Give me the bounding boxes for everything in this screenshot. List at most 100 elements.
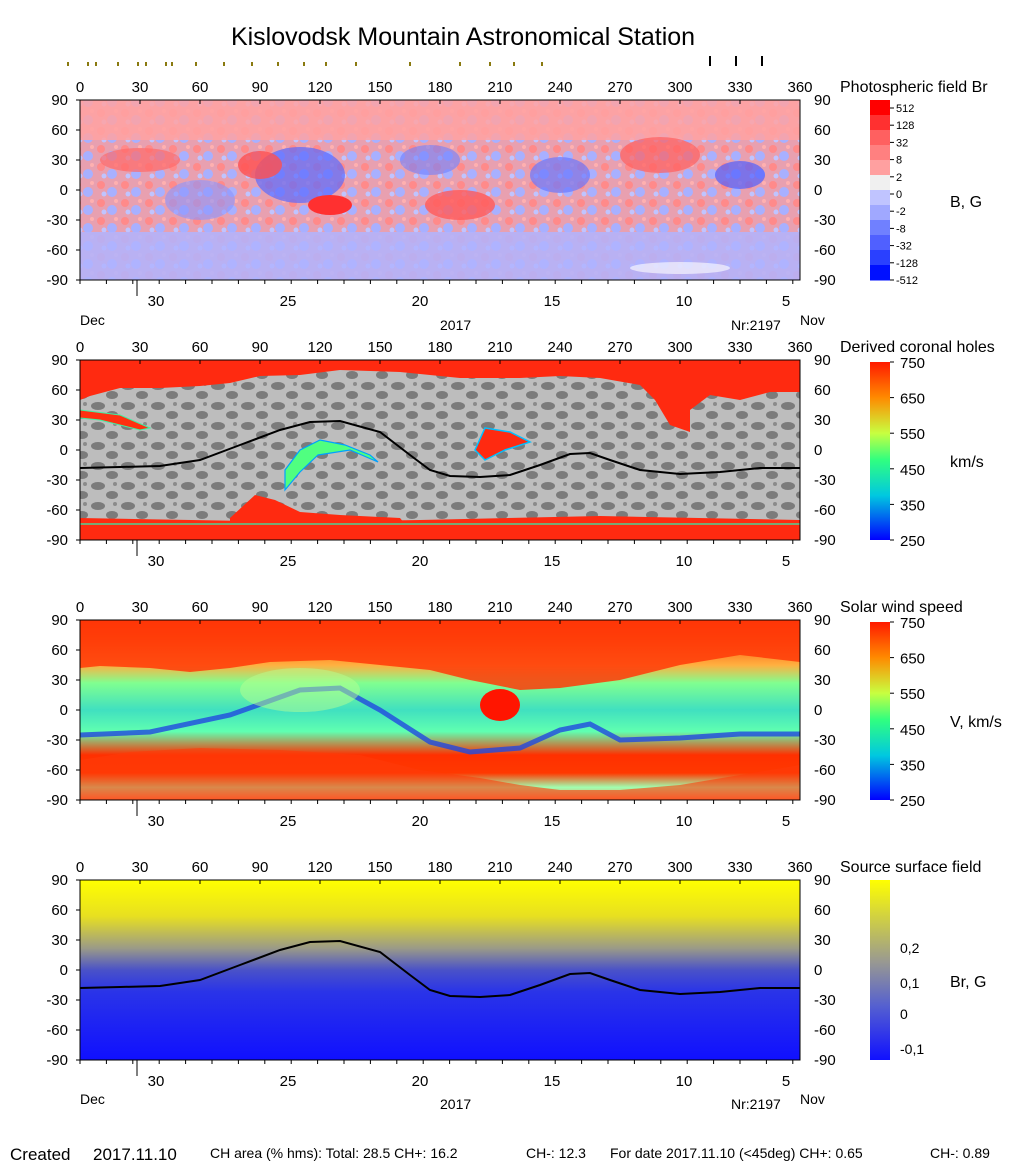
field-right-month: Nov xyxy=(800,312,825,328)
date-tick-label: 15 xyxy=(544,1073,561,1090)
holes-map-features xyxy=(80,360,800,540)
colorbar-tick-label: 750 xyxy=(900,355,925,372)
field-colorbar: 512 128 32 8 2 0 -2 -8 -32 -128 -512 xyxy=(870,100,918,287)
lon-tick-label: 210 xyxy=(487,339,512,356)
holes-colorbar xyxy=(870,362,890,540)
lat-tick-label-left: 30 xyxy=(51,152,68,169)
lon-tick-label: 30 xyxy=(132,339,149,356)
field-colorbar-segment xyxy=(870,205,890,221)
ss-cbar-tick-2: 0,1 xyxy=(900,975,920,991)
lon-tick-label: 0 xyxy=(76,79,84,96)
date-tick-label: 5 xyxy=(782,813,790,830)
lat-tick-label-right: 90 xyxy=(814,872,831,889)
footer: Created 2017.11.10 CH area (% hms): Tota… xyxy=(10,1145,990,1164)
lat-tick-label-left: -30 xyxy=(46,212,68,229)
lon-tick-label: 240 xyxy=(547,339,572,356)
field-colorbar-tick-label: 2 xyxy=(896,172,902,184)
lat-tick-label-right: -60 xyxy=(814,1022,836,1039)
lon-tick-label: 270 xyxy=(607,859,632,876)
ss-cbar-tick-1: 0,2 xyxy=(900,940,920,956)
date-tick-label: 15 xyxy=(544,553,561,570)
ss-colorbar xyxy=(870,880,890,1060)
field-colorbar-tick-label: -128 xyxy=(896,258,918,270)
lon-tick-label: 240 xyxy=(547,859,572,876)
date-tick-label: 5 xyxy=(782,553,790,570)
date-tick-label: 25 xyxy=(280,1073,297,1090)
date-tick-label: 20 xyxy=(412,813,429,830)
ss-map xyxy=(80,880,800,1060)
date-tick-label: 25 xyxy=(280,293,297,310)
footer-created-date: 2017.11.10 xyxy=(93,1145,177,1164)
lat-tick-label-right: -90 xyxy=(814,532,836,549)
lat-tick-label-left: 0 xyxy=(60,702,68,719)
lat-tick-label-right: -30 xyxy=(814,212,836,229)
field-colorbar-tick-label: -512 xyxy=(896,275,918,287)
lat-tick-label-left: 0 xyxy=(60,182,68,199)
date-tick-label: 10 xyxy=(676,1073,693,1090)
ss-colorbar-label: Br, G xyxy=(950,974,986,991)
colorbar-tick-label: 350 xyxy=(900,757,925,774)
lon-tick-label: 300 xyxy=(667,599,692,616)
lat-tick-label-right: 90 xyxy=(814,612,831,629)
lat-tick-label-right: -60 xyxy=(814,762,836,779)
lat-tick-label-right: 0 xyxy=(814,962,822,979)
field-colorbar-segment xyxy=(870,130,890,146)
lon-tick-label: 180 xyxy=(427,859,452,876)
lon-tick-label: 0 xyxy=(76,599,84,616)
lon-tick-label: 120 xyxy=(307,339,332,356)
holes-colorbar-label: km/s xyxy=(950,454,984,471)
colorbar-tick-label: 750 xyxy=(900,615,925,632)
lon-tick-label: 120 xyxy=(307,859,332,876)
lat-tick-label-right: 60 xyxy=(814,122,831,139)
ss-right-month: Nov xyxy=(800,1091,825,1107)
wind-colorbar xyxy=(870,622,890,800)
lat-tick-label-right: 30 xyxy=(814,672,831,689)
field-colorbar-tick-label: 0 xyxy=(896,189,902,201)
field-colorbar-segment xyxy=(870,190,890,206)
lat-tick-label-left: -60 xyxy=(46,502,68,519)
lon-tick-label: 30 xyxy=(132,859,149,876)
lat-tick-label-left: -30 xyxy=(46,992,68,1009)
lat-tick-label-right: -90 xyxy=(814,272,836,289)
colorbar-tick-label: 650 xyxy=(900,391,925,408)
date-tick-label: 30 xyxy=(148,813,165,830)
colorbar-tick-label: 650 xyxy=(900,651,925,668)
ss-neutral-line xyxy=(79,939,800,999)
lon-tick-label: 360 xyxy=(787,599,812,616)
lat-tick-label-right: -60 xyxy=(814,502,836,519)
footer-ch-area: CH area (% hms): Total: 28.5 CH+: 16.2 xyxy=(210,1145,458,1161)
lat-tick-label-left: 0 xyxy=(60,442,68,459)
wind-colorbar-label: V, km/s xyxy=(950,714,1002,731)
lat-tick-label-left: 90 xyxy=(51,92,68,109)
date-tick-label: 10 xyxy=(676,553,693,570)
field-left-month: Dec xyxy=(80,312,105,328)
lat-tick-label-left: 60 xyxy=(51,382,68,399)
lat-tick-label-right: 30 xyxy=(814,152,831,169)
lon-tick-label: 330 xyxy=(727,79,752,96)
lon-tick-label: 90 xyxy=(252,599,269,616)
lat-tick-label-left: -90 xyxy=(46,792,68,809)
footer-created-label: Created xyxy=(10,1145,70,1164)
chart-title: Kislovodsk Mountain Astronomical Station xyxy=(231,23,695,51)
lon-tick-label: 360 xyxy=(787,859,812,876)
lon-tick-label: 60 xyxy=(192,339,209,356)
ss-left-month: Dec xyxy=(80,1091,105,1107)
lon-tick-label: 30 xyxy=(132,599,149,616)
footer-for-date: For date 2017.11.10 (<45deg) CH+: 0.65 xyxy=(610,1145,863,1161)
lat-tick-label-right: -30 xyxy=(814,472,836,489)
date-tick-label: 25 xyxy=(280,553,297,570)
field-colorbar-segment xyxy=(870,250,890,266)
field-colorbar-tick-label: -8 xyxy=(896,223,906,235)
lon-tick-label: 180 xyxy=(427,79,452,96)
lon-tick-label: 150 xyxy=(367,79,392,96)
lat-tick-label-left: -90 xyxy=(46,1052,68,1069)
holes-panel-title: Derived coronal holes xyxy=(840,339,995,356)
date-tick-label: 10 xyxy=(676,813,693,830)
lat-tick-label-left: 60 xyxy=(51,122,68,139)
lat-tick-label-right: 0 xyxy=(814,702,822,719)
lon-tick-label: 330 xyxy=(727,599,752,616)
lon-tick-label: 150 xyxy=(367,599,392,616)
field-colorbar-tick-label: -2 xyxy=(896,206,906,218)
lat-tick-label-left: 90 xyxy=(51,872,68,889)
